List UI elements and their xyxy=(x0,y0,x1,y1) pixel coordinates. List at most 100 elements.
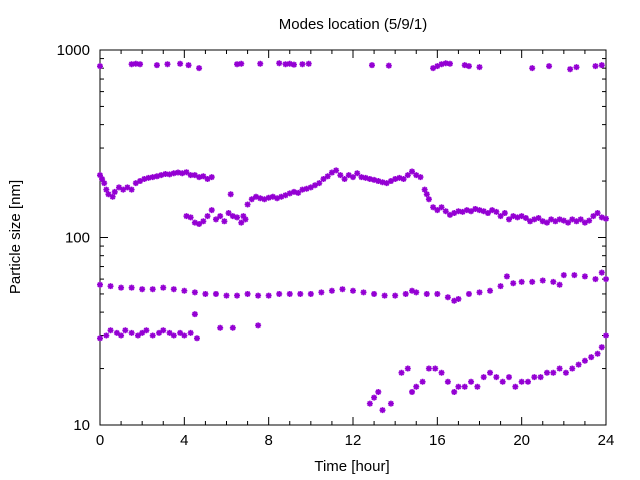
data-point xyxy=(187,172,194,179)
data-point xyxy=(286,190,293,197)
data-point xyxy=(362,174,369,181)
data-point xyxy=(120,186,127,193)
data-point xyxy=(139,286,146,293)
data-point xyxy=(446,60,453,67)
data-point xyxy=(282,192,289,199)
data-point xyxy=(261,196,268,203)
data-point xyxy=(299,61,306,68)
data-point xyxy=(522,215,529,222)
data-point xyxy=(196,65,203,72)
data-point xyxy=(404,365,411,372)
data-point xyxy=(598,269,605,276)
data-point xyxy=(543,369,550,376)
data-point xyxy=(164,61,171,68)
data-point xyxy=(191,172,198,179)
data-point xyxy=(286,290,293,297)
data-point xyxy=(328,287,335,294)
data-point xyxy=(531,216,538,223)
data-point xyxy=(550,278,557,285)
plot-border xyxy=(99,49,607,426)
data-point xyxy=(134,332,141,339)
data-point xyxy=(503,273,510,280)
data-point xyxy=(425,196,432,203)
data-point xyxy=(177,329,184,336)
data-point xyxy=(497,283,504,290)
series-4 xyxy=(97,311,262,342)
data-point xyxy=(434,207,441,214)
data-point xyxy=(295,189,302,196)
data-point xyxy=(371,290,378,297)
data-point xyxy=(581,273,588,280)
data-point xyxy=(128,329,135,336)
data-point xyxy=(417,174,424,181)
data-point xyxy=(238,219,245,226)
data-point xyxy=(204,176,211,183)
data-point xyxy=(493,374,500,381)
data-point xyxy=(501,210,508,217)
data-point xyxy=(341,176,348,183)
data-point xyxy=(170,286,177,293)
data-point xyxy=(162,171,169,178)
data-point xyxy=(183,169,190,176)
data-point xyxy=(97,63,103,70)
data-point xyxy=(229,213,236,220)
data-point xyxy=(560,217,567,224)
data-points xyxy=(97,60,609,414)
data-point xyxy=(166,329,173,336)
data-point xyxy=(434,63,441,70)
data-point xyxy=(128,61,135,68)
data-point xyxy=(421,186,428,193)
data-point xyxy=(318,289,325,296)
data-point xyxy=(170,332,177,339)
data-point xyxy=(208,207,215,214)
data-point xyxy=(240,213,247,220)
data-point xyxy=(107,283,114,290)
data-point xyxy=(539,277,546,284)
data-point xyxy=(398,369,405,376)
data-point xyxy=(556,216,563,223)
data-point xyxy=(208,174,215,181)
data-point xyxy=(592,63,599,70)
y-axis-label: Particle size [nm] xyxy=(7,180,24,294)
data-point xyxy=(368,62,375,69)
data-point xyxy=(493,208,500,215)
x-tick-label: 24 xyxy=(598,432,615,449)
data-point xyxy=(581,219,588,226)
data-point xyxy=(463,207,470,214)
data-point xyxy=(598,344,605,351)
data-point xyxy=(175,169,182,176)
data-point xyxy=(149,174,156,181)
data-point xyxy=(592,276,599,283)
data-point xyxy=(598,214,605,221)
data-point xyxy=(531,374,538,381)
data-point xyxy=(506,374,513,381)
data-point xyxy=(594,210,601,217)
data-point xyxy=(392,176,399,183)
data-point xyxy=(461,62,468,69)
data-point xyxy=(286,60,293,67)
data-point xyxy=(234,61,241,68)
data-point xyxy=(383,180,390,187)
data-point xyxy=(375,388,382,395)
data-point xyxy=(170,170,177,177)
data-point xyxy=(400,176,407,183)
data-point xyxy=(586,217,593,224)
data-point xyxy=(425,365,432,372)
data-point xyxy=(244,290,251,297)
data-point xyxy=(333,167,340,174)
data-point xyxy=(404,172,411,179)
data-point xyxy=(113,329,120,336)
data-point xyxy=(149,286,156,293)
data-point xyxy=(413,172,420,179)
data-point xyxy=(145,174,152,181)
data-point xyxy=(603,276,609,283)
x-axis: 0 4 8 12 16 20 24 xyxy=(96,50,615,449)
data-point xyxy=(379,407,386,414)
data-point xyxy=(227,191,234,198)
data-point xyxy=(316,180,323,187)
data-point xyxy=(191,289,198,296)
data-point xyxy=(438,61,445,68)
data-point xyxy=(160,284,167,291)
data-point xyxy=(474,383,481,390)
data-point xyxy=(99,176,106,183)
